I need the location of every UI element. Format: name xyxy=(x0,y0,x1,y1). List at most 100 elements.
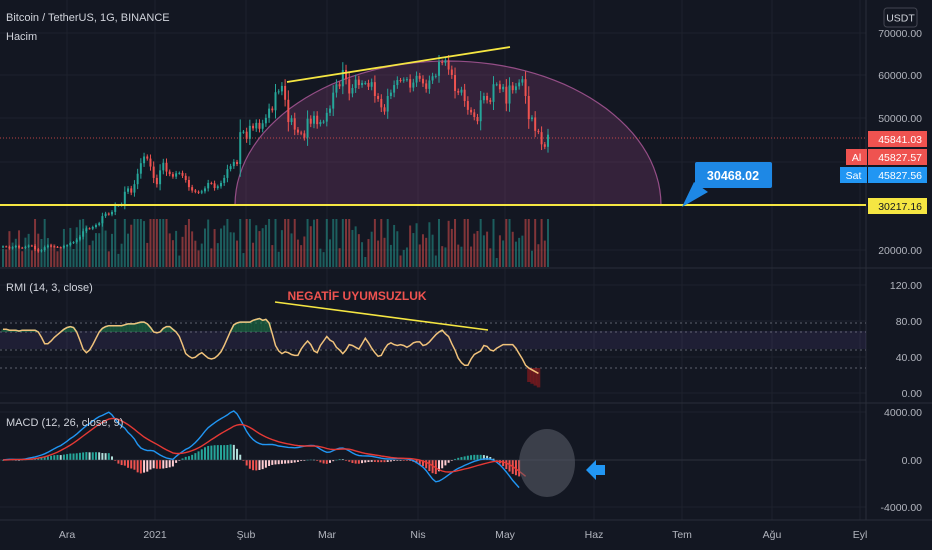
volume-bar xyxy=(34,219,37,267)
volume-bar xyxy=(354,226,357,267)
volume-bar xyxy=(482,235,485,267)
macd-histogram-bar xyxy=(133,460,136,470)
candle-body xyxy=(187,180,190,188)
macd-histogram-bar xyxy=(386,460,389,462)
candle-body xyxy=(133,184,136,193)
volume-bar xyxy=(425,237,428,267)
candle-body xyxy=(101,216,104,224)
volume-bar xyxy=(107,251,110,267)
macd-histogram-bar xyxy=(171,460,174,467)
volume-bar xyxy=(117,253,120,267)
macd-histogram-bar xyxy=(421,460,424,467)
volume-bar xyxy=(53,244,56,267)
rmi-tick: 40.00 xyxy=(896,352,922,364)
rmi-axis[interactable]: 120.00 80.00 40.00 0.00 xyxy=(890,280,922,400)
candle-body xyxy=(287,99,290,123)
macd-histogram-bar xyxy=(367,460,370,463)
rmi-overbought-fill xyxy=(129,323,134,332)
volume-bar xyxy=(396,231,399,267)
candle-body xyxy=(18,245,21,248)
candle-body xyxy=(415,75,418,83)
macd-axis[interactable]: 4000.00 0.00 -4000.00 xyxy=(881,407,923,514)
candle-body xyxy=(521,79,524,83)
candle-body xyxy=(261,123,264,129)
time-axis[interactable]: Ara 2021 Şub Mar Nis May Haz Tem Ağu Eyl xyxy=(59,529,867,541)
candle-body xyxy=(53,246,56,248)
candle-body xyxy=(111,211,113,215)
price-tick: 20000.00 xyxy=(878,245,922,257)
macd-histogram-bar xyxy=(396,460,399,461)
candle-body xyxy=(389,92,392,96)
volume-bar xyxy=(24,237,27,267)
candle-body xyxy=(444,60,447,63)
macd-histogram-bar xyxy=(357,460,360,464)
candle-body xyxy=(194,190,197,192)
candle-body xyxy=(123,191,126,204)
macd-histogram-bar xyxy=(492,458,495,460)
macd-label[interactable]: MACD (12, 26, close, 9) xyxy=(6,417,123,429)
time-tick: Şub xyxy=(237,529,256,541)
macd-histogram-bar xyxy=(450,460,453,461)
candle-body xyxy=(50,245,53,247)
volume-bar xyxy=(498,235,501,267)
sell-price-bg xyxy=(868,167,927,183)
volume-label[interactable]: Hacim xyxy=(6,31,37,43)
macd-histogram-bar xyxy=(101,453,104,460)
price-resistance-trendline[interactable] xyxy=(286,46,511,83)
candle-body xyxy=(30,245,33,247)
rmi-overbought-fill xyxy=(171,329,175,332)
macd-histogram-bar xyxy=(181,458,184,460)
candle-body xyxy=(232,161,235,167)
macd-histogram-bar xyxy=(155,460,158,469)
sell-price-tag[interactable]: Sat 45827.56 xyxy=(840,167,927,183)
macd-histogram-bar xyxy=(332,460,335,462)
macd-histogram-bar xyxy=(72,453,75,460)
candle-body xyxy=(345,69,348,80)
candle-body xyxy=(312,115,315,124)
macd-histogram-bar xyxy=(345,460,348,461)
volume-bar xyxy=(290,233,293,267)
rmi-label[interactable]: RMI (14, 3, close) xyxy=(6,282,93,294)
candle-body xyxy=(255,122,258,129)
macd-histogram-bar xyxy=(104,453,107,460)
volume-bar xyxy=(486,231,489,267)
volume-bar xyxy=(373,219,376,267)
macd-histogram-bar xyxy=(245,460,248,466)
buy-price-tag[interactable]: Al 45827.57 xyxy=(846,149,927,165)
candle-body xyxy=(162,162,165,171)
candle-body xyxy=(537,130,540,133)
candle-body xyxy=(447,60,450,70)
rmi-overbought-fill xyxy=(123,324,127,332)
macd-histogram-bar xyxy=(216,445,219,460)
candle-body xyxy=(309,118,312,124)
macd-histogram-bar xyxy=(354,460,357,464)
volume-bar xyxy=(518,237,521,267)
macd-histogram-bar xyxy=(242,460,245,461)
volume-bar xyxy=(537,244,540,267)
candle-body xyxy=(75,239,78,243)
volume-bar xyxy=(316,219,319,267)
macd-histogram-bar xyxy=(508,460,511,472)
candle-body xyxy=(136,173,139,185)
symbol-title[interactable]: Bitcoin / TetherUS, 1G, BINANCE xyxy=(6,12,170,24)
macd-histogram-bar xyxy=(114,460,117,461)
rmi-divergence-trendline[interactable] xyxy=(274,301,489,331)
macd-histogram-bar xyxy=(460,457,463,460)
macd-histogram-bar xyxy=(373,460,376,462)
macd-histogram-bar xyxy=(184,456,187,460)
target-callout[interactable]: 30468.02 xyxy=(682,162,772,207)
currency-button[interactable]: USDT xyxy=(883,7,918,28)
volume-bar xyxy=(11,242,14,267)
rmi-overbought-fill xyxy=(245,322,249,332)
candle-body xyxy=(59,247,62,249)
price-axis[interactable]: 70000.00 60000.00 50000.00 20000.00 xyxy=(878,28,922,257)
volume-bar xyxy=(511,231,514,267)
rmi-overbought-fill xyxy=(136,323,140,332)
macd-histogram-bar xyxy=(207,445,210,460)
candle-body xyxy=(380,98,383,108)
candle-body xyxy=(226,169,229,178)
macd-histogram-bar xyxy=(377,460,380,463)
volume-bar xyxy=(72,249,75,267)
